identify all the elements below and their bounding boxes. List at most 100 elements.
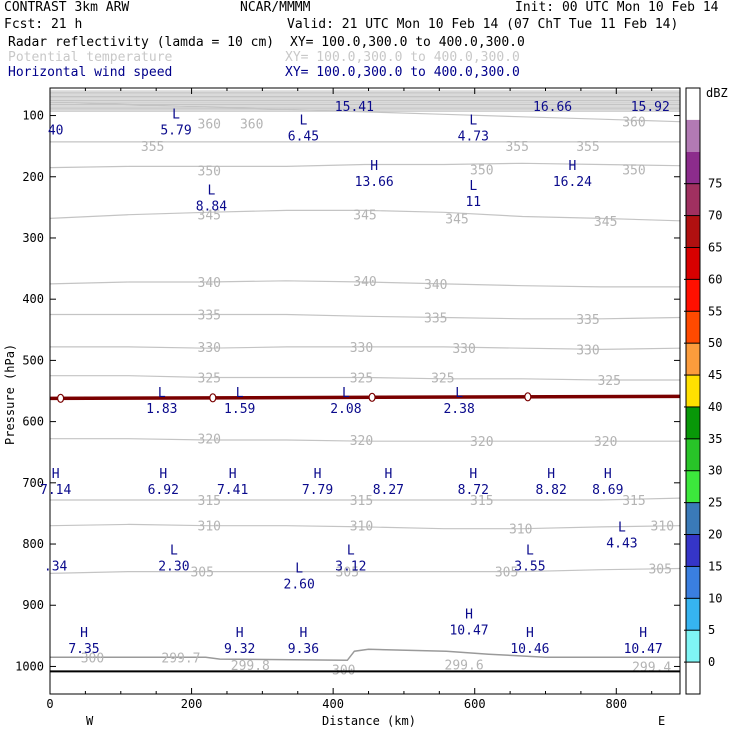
theta-label: 315 xyxy=(198,494,221,509)
x-axis-title: Distance (km) xyxy=(322,714,416,728)
freezing-level-marker xyxy=(209,393,217,403)
wind-extremum-value: 6.92 xyxy=(148,483,179,498)
wind-min-marker: L xyxy=(455,386,463,401)
colorbar-tick-label: 60 xyxy=(708,272,722,286)
theta-contour-340 xyxy=(50,280,680,288)
theta-label: 325 xyxy=(431,372,454,387)
wind-extremum-value: 11 xyxy=(465,195,481,210)
theta-label: 320 xyxy=(470,435,493,450)
wind-extremum-value: 4.43 xyxy=(606,537,637,552)
theta-label: 345 xyxy=(445,212,468,227)
theta-label: 305 xyxy=(648,563,671,578)
colorbar-tick-label: 0 xyxy=(708,655,715,669)
theta-label: 320 xyxy=(198,433,221,448)
y-tick-label: 600 xyxy=(22,415,44,429)
wind-max-marker: H xyxy=(469,467,477,482)
field-wind-label: Horizontal wind speed xyxy=(8,65,173,80)
wind-extremum-value: 4.73 xyxy=(458,130,489,145)
wind-min-marker: L xyxy=(236,386,244,401)
valid-time: Valid: 21 UTC Mon 10 Feb 14 (07 ChT Tue … xyxy=(287,17,679,32)
freezing-level-marker xyxy=(524,392,532,402)
wind-min-marker: L xyxy=(300,114,308,129)
theta-label: 345 xyxy=(594,215,617,230)
x-tick-label: 200 xyxy=(181,697,203,711)
theta-label: 305 xyxy=(336,566,359,581)
forecast-hour: Fcst: 21 h xyxy=(4,17,83,32)
y-tick-label: 1000 xyxy=(15,659,44,673)
wind-extremum-value: 3.12 xyxy=(335,559,366,574)
freezing-level-marker xyxy=(368,392,376,402)
theta-contour-330 xyxy=(50,346,680,351)
freezing-level-band xyxy=(50,394,680,401)
colorbar-swatch xyxy=(686,662,700,694)
wind-max-marker: H xyxy=(370,159,378,174)
wind-extremum-value: 8.82 xyxy=(536,483,567,498)
theta-label: 305 xyxy=(190,566,213,581)
wind-min-marker: L xyxy=(347,543,355,558)
wind-extremum-value: .34 xyxy=(44,559,68,574)
y-tick-label: 100 xyxy=(22,109,44,123)
theta-label: 305 xyxy=(495,566,518,581)
wind-extremum-value: 5.79 xyxy=(160,123,191,138)
colorbar-swatch xyxy=(686,151,700,184)
colorbar-tick-label: 40 xyxy=(708,400,722,414)
wind-min-marker: L xyxy=(172,107,180,122)
wind-min-marker: L xyxy=(295,562,303,577)
wind-max-marker: H xyxy=(159,467,167,482)
x-tick-label: 0 xyxy=(46,697,53,711)
colorbar-swatch xyxy=(686,598,700,631)
theta-contour-325 xyxy=(50,375,680,381)
theta-label: 355 xyxy=(505,140,528,155)
theta-label: 330 xyxy=(350,341,373,356)
init-time: Init: 00 UTC Mon 10 Feb 14 xyxy=(515,0,719,15)
wind-max-marker: H xyxy=(526,626,534,641)
wind-max-marker: H xyxy=(547,467,555,482)
wind-min-marker: L xyxy=(526,543,534,558)
theta-label: 330 xyxy=(576,343,599,358)
colorbar-swatch xyxy=(686,183,700,216)
y-axis-title: Pressure (hPa) xyxy=(3,344,17,445)
theta-label: 360 xyxy=(622,116,645,131)
colorbar-swatch xyxy=(686,343,700,376)
y-tick-label: 800 xyxy=(22,537,44,551)
wind-max-marker: H xyxy=(568,159,576,174)
colorbar-swatch xyxy=(686,279,700,312)
field-reflectivity-label: Radar reflectivity (lamda = 10 cm) xyxy=(8,35,275,50)
theta-label: 330 xyxy=(198,341,221,356)
wind-extremum-value: 16.24 xyxy=(553,175,592,190)
wind-min-marker: L xyxy=(342,386,350,401)
theta-label: 315 xyxy=(350,494,373,509)
wind-extremum-value: 7.41 xyxy=(217,483,248,498)
theta-label: 310 xyxy=(509,523,532,538)
colorbar-tick-label: 75 xyxy=(708,177,722,191)
theta-contour-305 xyxy=(50,567,680,574)
wind-extremum-value: 7.35 xyxy=(68,642,99,657)
theta-label: 315 xyxy=(622,494,645,509)
field-theta-label: Potential temperature xyxy=(8,50,173,65)
y-tick-label: 500 xyxy=(22,353,44,367)
axes: 100 200 300 400 500 600 700 800 900 1000 0 200 400 60… xyxy=(15,88,680,711)
wind-extremum-value: 6.45 xyxy=(288,130,319,145)
theta-label: 315 xyxy=(470,494,493,509)
wind-extremum-value: 7.14 xyxy=(40,483,71,498)
wind-extremum-value: 13.66 xyxy=(355,175,394,190)
y-tick-label: 900 xyxy=(22,598,44,612)
colorbar: dBZ 0 5 10 15 20 25 30 35 40 45 50 55 60 65 70 75 xyxy=(684,86,728,695)
wind-extremum-value: 2.30 xyxy=(158,559,189,574)
wind-extremum-value: 9.36 xyxy=(288,642,319,657)
theta-contour-320 xyxy=(50,438,680,442)
colorbar-tick-label: 70 xyxy=(708,209,722,223)
wind-extremum-value: 8.72 xyxy=(458,483,489,498)
theta-label: 350 xyxy=(470,163,493,178)
theta-label: 310 xyxy=(198,520,221,535)
colorbar-swatch xyxy=(686,88,700,120)
wind-min-marker: L xyxy=(469,114,477,129)
y-tick-label: 200 xyxy=(22,170,44,184)
theta-label: 320 xyxy=(350,434,373,449)
colorbar-tick-label: 65 xyxy=(708,240,722,254)
colorbar-frame xyxy=(685,87,701,695)
field-reflectivity-xy: XY= 100.0,300.0 to 400.0,300.0 xyxy=(290,35,525,50)
colorbar-swatch xyxy=(686,215,700,248)
colorbar-swatch xyxy=(686,119,700,152)
wind-max-marker: H xyxy=(52,467,60,482)
